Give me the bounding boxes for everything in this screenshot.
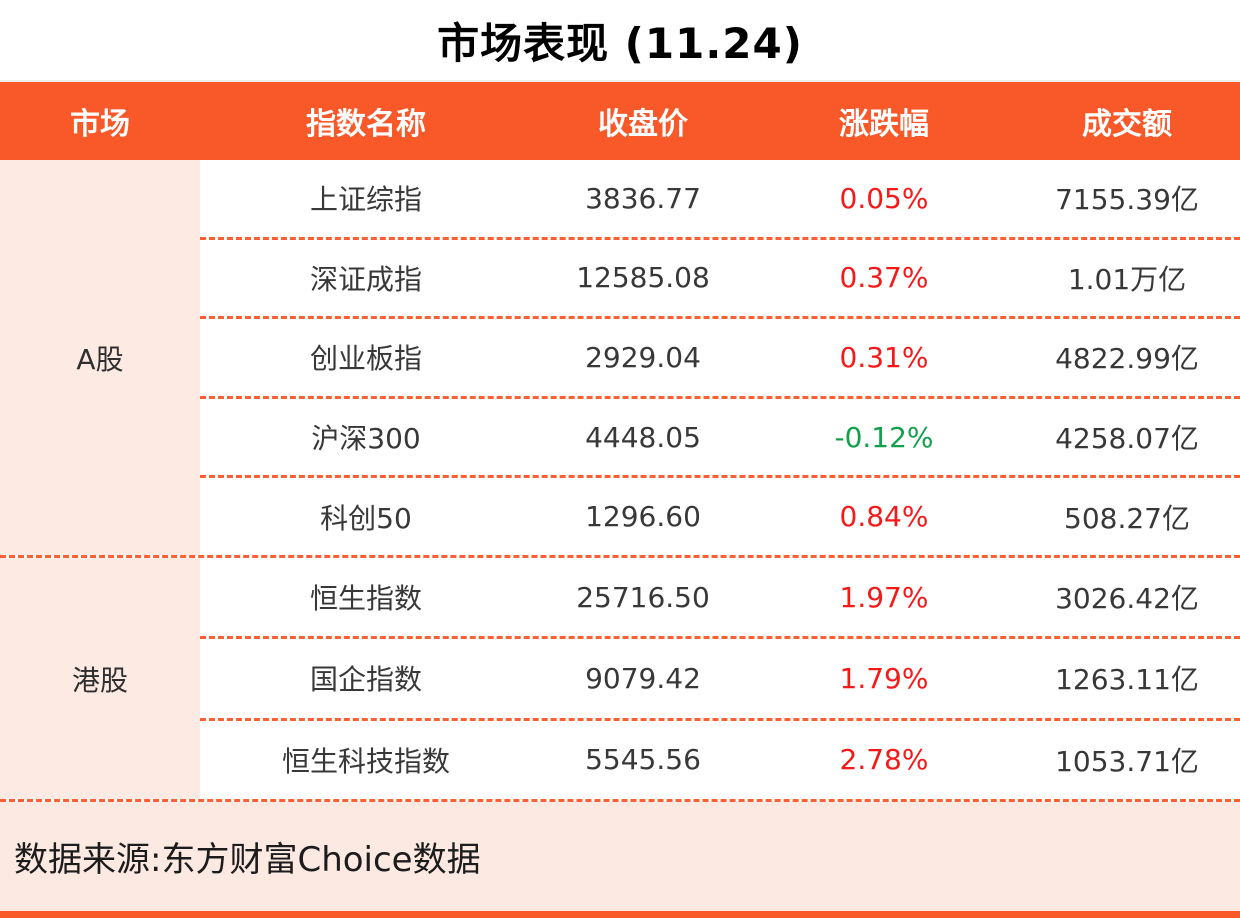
index-name: 恒生科技指数 [281, 744, 450, 778]
table-row: 国企指数 9079.42 1.79% 1263.11亿 [200, 639, 1240, 721]
close-price: 3836.77 [585, 181, 701, 215]
header-change: 涨跌幅 [839, 107, 929, 142]
index-name: 上证综指 [309, 183, 422, 217]
group-hk-rows: 恒生指数 25716.50 1.97% 3026.42亿 国企指数 9079.4… [200, 558, 1240, 799]
change-percent: 0.31% [839, 340, 929, 374]
change-percent: 1.79% [839, 661, 929, 695]
close-price: 4448.05 [585, 420, 701, 454]
turnover-value: 4258.07亿 [1055, 422, 1199, 456]
change-percent: 0.84% [839, 500, 929, 534]
turnover-value: 1263.11亿 [1055, 663, 1199, 697]
table-row: 创业板指 2929.04 0.31% 4822.99亿 [200, 319, 1240, 399]
close-price: 9079.42 [585, 661, 701, 695]
turnover-value: 1.01万亿 [1067, 262, 1187, 296]
change-percent: 2.78% [839, 743, 929, 777]
index-name: 深证成指 [309, 262, 422, 296]
data-source-text: 数据来源:东方财富Choice数据 [14, 840, 481, 880]
group-a-shares: A股 上证综指 3836.77 0.05% 7155.39亿 深证成指 1258… [0, 160, 1240, 558]
group-a-rows: 上证综指 3836.77 0.05% 7155.39亿 深证成指 12585.0… [200, 160, 1240, 555]
divider [0, 80, 1240, 82]
footer: 数据来源:东方财富Choice数据 [0, 802, 1240, 911]
header-close: 收盘价 [598, 107, 688, 142]
table-row: 恒生指数 25716.50 1.97% 3026.42亿 [200, 558, 1240, 640]
header-turnover: 成交额 [1082, 107, 1172, 142]
index-name: 创业板指 [309, 342, 422, 376]
index-name: 科创50 [320, 501, 412, 535]
turnover-value: 7155.39亿 [1055, 183, 1199, 217]
index-name: 国企指数 [309, 663, 422, 697]
change-percent: 1.97% [839, 580, 929, 614]
group-label-a-shares: A股 [0, 160, 200, 555]
close-price: 25716.50 [576, 580, 710, 614]
header-market: 市场 [70, 107, 130, 142]
change-percent: 0.05% [839, 181, 929, 215]
turnover-value: 1053.71亿 [1055, 744, 1199, 778]
title-area: 市场表现 (11.24) [0, 0, 1240, 80]
change-percent: -0.12% [834, 420, 934, 454]
table-row: 上证综指 3836.77 0.05% 7155.39亿 [200, 160, 1240, 240]
change-percent: 0.37% [839, 261, 929, 295]
table-row: 深证成指 12585.08 0.37% 1.01万亿 [200, 240, 1240, 320]
turnover-value: 4822.99亿 [1055, 342, 1199, 376]
header-index-name: 指数名称 [306, 107, 426, 142]
table-row: 沪深300 4448.05 -0.12% 4258.07亿 [200, 399, 1240, 479]
group-label-hk-shares: 港股 [0, 558, 200, 799]
table-row: 科创50 1296.60 0.84% 508.27亿 [200, 478, 1240, 555]
close-price: 2929.04 [585, 340, 701, 374]
close-price: 12585.08 [576, 261, 710, 295]
index-name: 沪深300 [311, 422, 421, 456]
table-header-row: 市场 指数名称 收盘价 涨跌幅 成交额 [0, 82, 1240, 160]
turnover-value: 508.27亿 [1064, 501, 1190, 535]
group-hk-shares: 港股 恒生指数 25716.50 1.97% 3026.42亿 国企指数 907… [0, 558, 1240, 802]
table-row: 恒生科技指数 5545.56 2.78% 1053.71亿 [200, 721, 1240, 799]
close-price: 5545.56 [585, 743, 701, 777]
index-name: 恒生指数 [309, 582, 422, 616]
page-title: 市场表现 (11.24) [437, 18, 803, 68]
close-price: 1296.60 [585, 500, 701, 534]
turnover-value: 3026.42亿 [1055, 582, 1199, 616]
bottom-accent-bar [0, 911, 1240, 918]
